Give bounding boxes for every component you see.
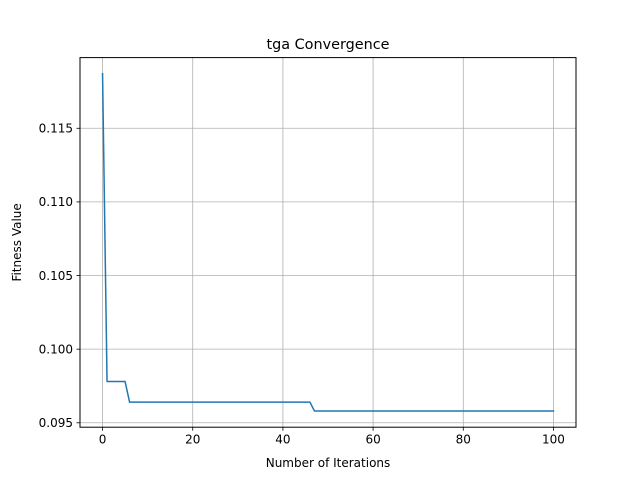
y-tick-label: 0.110 [39,195,73,209]
fitness-series-line [101,73,555,412]
y-tick-label: 0.100 [39,342,73,356]
y-tick-label: 0.105 [39,269,73,283]
y-tick-label: 0.095 [39,416,73,430]
x-tick-label: 20 [185,433,200,447]
x-tick-label: 0 [99,433,107,447]
plot-frame [79,57,577,428]
x-tick-label: 100 [542,433,565,447]
series-layer [101,73,555,412]
x-tick-label: 40 [275,433,290,447]
grid [80,57,576,428]
y-tick-label: 0.115 [39,122,73,136]
x-tick-label: 60 [365,433,380,447]
x-axis-label: Number of Iterations [266,456,391,470]
y-axis: 0.095 0.100 0.105 0.110 0.115 [39,122,80,430]
x-tick-label: 80 [456,433,471,447]
chart-title: tga Convergence [266,37,389,53]
x-axis: 0 20 40 60 80 100 [99,427,565,447]
y-axis-label: Fitness Value [10,203,24,281]
